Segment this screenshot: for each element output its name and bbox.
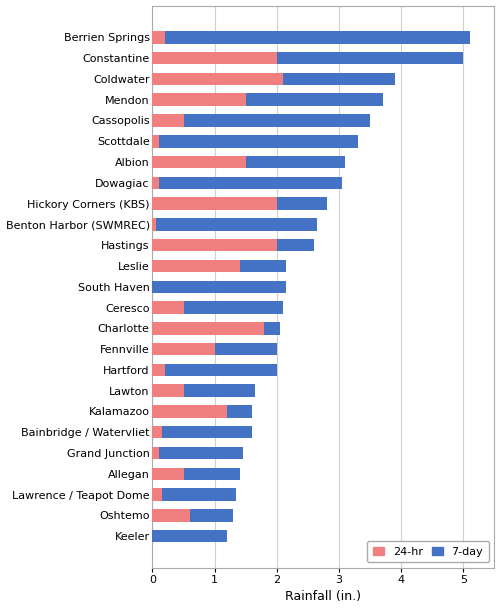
Bar xyxy=(156,218,317,231)
Bar xyxy=(162,426,252,438)
Bar xyxy=(283,72,395,85)
Bar xyxy=(214,343,277,355)
Bar xyxy=(152,509,190,521)
Bar xyxy=(264,322,280,334)
Bar xyxy=(152,259,240,272)
Bar xyxy=(246,93,382,106)
Bar xyxy=(152,156,246,168)
Bar xyxy=(246,156,345,168)
Bar xyxy=(165,364,277,376)
Bar xyxy=(240,259,286,272)
Bar xyxy=(162,488,236,501)
Bar xyxy=(152,343,214,355)
Bar xyxy=(158,447,242,459)
Bar xyxy=(152,384,184,397)
Bar xyxy=(152,488,162,501)
Bar xyxy=(152,322,264,334)
Bar xyxy=(152,197,277,210)
Bar xyxy=(158,177,342,189)
Bar xyxy=(152,447,158,459)
Bar xyxy=(152,281,286,293)
Bar xyxy=(152,177,158,189)
Bar xyxy=(152,426,162,438)
Bar xyxy=(152,405,227,418)
Bar xyxy=(227,405,252,418)
Bar xyxy=(152,468,184,480)
Bar xyxy=(152,301,184,314)
Bar xyxy=(184,468,240,480)
Bar xyxy=(152,364,165,376)
Bar xyxy=(152,530,227,543)
X-axis label: Rainfall (in.): Rainfall (in.) xyxy=(286,591,362,604)
Bar xyxy=(152,72,283,85)
Bar xyxy=(152,52,277,65)
Bar xyxy=(277,52,464,65)
Bar xyxy=(184,301,283,314)
Bar xyxy=(165,31,470,44)
Bar xyxy=(158,135,358,147)
Bar xyxy=(184,384,255,397)
Bar xyxy=(152,93,246,106)
Bar xyxy=(152,31,165,44)
Bar xyxy=(190,509,234,521)
Bar xyxy=(152,218,156,231)
Bar xyxy=(184,114,370,127)
Bar xyxy=(152,114,184,127)
Legend: 24-hr, 7-day: 24-hr, 7-day xyxy=(367,541,489,562)
Bar xyxy=(277,197,326,210)
Bar xyxy=(152,135,158,147)
Bar xyxy=(277,239,314,252)
Bar xyxy=(152,239,277,252)
